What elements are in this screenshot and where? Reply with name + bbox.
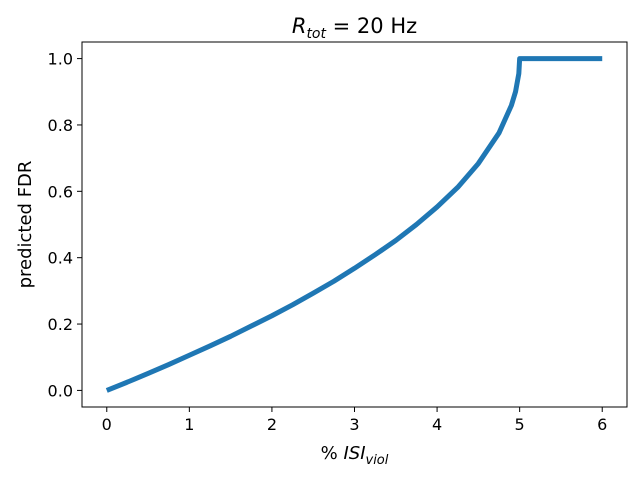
y-tick-label: 1.0 — [48, 50, 73, 69]
ticks-layer: 0 1 2 3 4 5 6 0.0 0.2 0.4 0.6 0.8 1.0 — [48, 50, 608, 434]
x-tick-label: 3 — [349, 415, 359, 434]
y-tick-label: 0.0 — [48, 381, 73, 400]
y-tick-label: 0.6 — [48, 182, 73, 201]
y-tick-label: 0.4 — [48, 249, 73, 268]
x-tick-label: 6 — [597, 415, 607, 434]
chart-title: Rtot = 20 Hz — [292, 14, 417, 42]
plot-background — [82, 42, 627, 407]
y-tick-label: 0.8 — [48, 116, 73, 135]
x-tick-label: 4 — [432, 415, 442, 434]
x-tick-label: 2 — [267, 415, 277, 434]
x-tick-label: 5 — [515, 415, 525, 434]
x-tick-label: 1 — [184, 415, 194, 434]
y-tick-label: 0.2 — [48, 315, 73, 334]
y-axis-label: predicted FDR — [15, 161, 36, 289]
plot-frame — [81, 41, 628, 408]
x-tick-label: 0 — [102, 415, 112, 434]
series-layer — [105, 56, 603, 393]
x-axis-label: % ISIviol — [321, 443, 389, 468]
series-line-0 — [105, 56, 603, 393]
